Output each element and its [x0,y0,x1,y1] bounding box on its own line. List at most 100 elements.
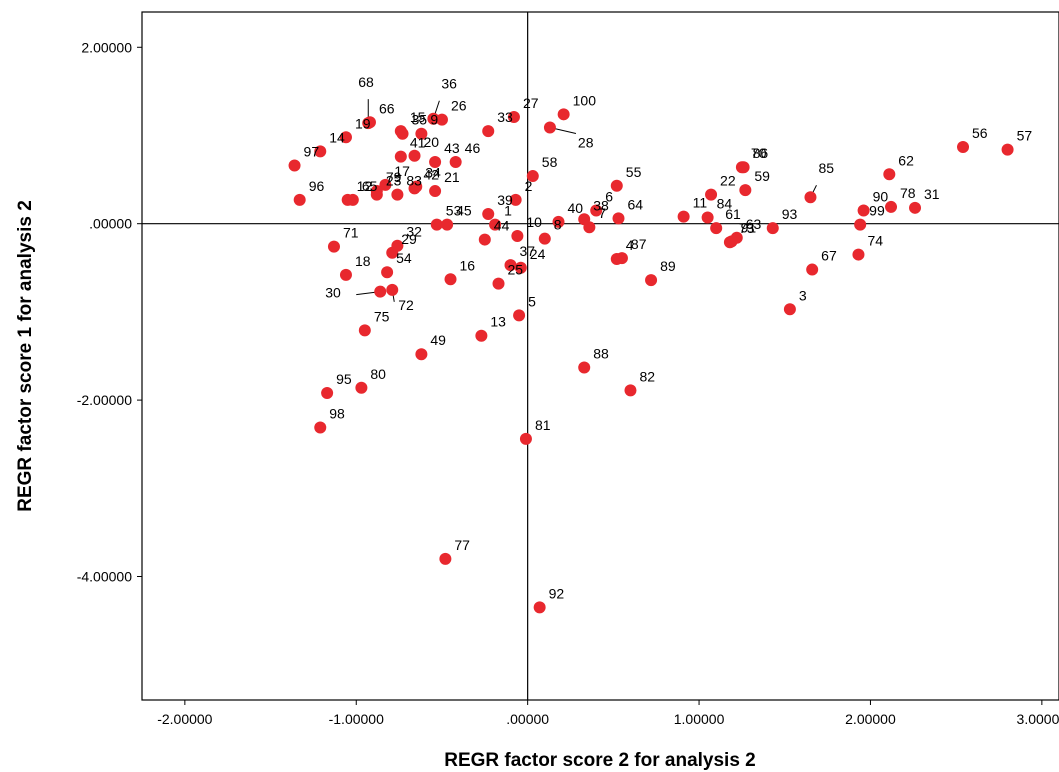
data-point-85 [804,191,817,204]
data-point-55 [610,179,623,192]
data-point-18 [339,268,352,281]
data-point-72 [386,283,399,296]
point-label-31: 31 [924,186,940,202]
data-point-2 [509,193,522,206]
x-axis: -2.00000 -1.00000 .00000 1.00000 2.00000 3.00… [157,700,1059,727]
reference-lines [142,12,1059,700]
data-point-14 [314,145,327,158]
point-label-45: 45 [456,203,472,219]
point-label-97: 97 [304,143,320,159]
point-label-37: 37 [520,243,536,259]
data-point-36 [427,112,440,125]
data-point-32 [391,239,404,252]
x-tick-label: 2.00000 [845,711,896,727]
data-point-39 [482,207,495,220]
point-label-22: 22 [720,173,736,189]
data-point-87 [615,252,628,265]
point-label-34: 34 [425,165,441,181]
point-label-5: 5 [528,293,536,309]
data-point-16 [444,273,457,286]
point-label-29: 29 [401,231,417,247]
point-label-98: 98 [329,405,345,421]
point-label-99: 99 [869,203,885,219]
data-point-40 [552,215,565,228]
point-label-54: 54 [396,250,412,266]
point-label-59: 59 [754,168,770,184]
point-label-91: 91 [741,219,757,235]
data-point-8 [538,232,551,245]
point-label-49: 49 [430,332,446,348]
point-label-93: 93 [782,206,798,222]
point-label-42: 42 [424,166,440,182]
data-point-74 [852,248,865,261]
point-label-1: 1 [504,203,512,219]
data-point-53 [430,218,443,231]
point-label-95: 95 [336,371,352,387]
point-label-86: 86 [753,145,769,161]
point-label-55: 55 [626,164,642,180]
data-point-38 [578,213,591,226]
point-label-73: 73 [739,220,755,236]
data-point-98 [314,421,327,434]
point-label-53: 53 [446,203,462,219]
data-point-77 [439,552,452,565]
point-label-4: 4 [626,237,634,253]
point-label-75: 75 [374,308,390,324]
data-point-75 [358,324,371,337]
data-point-83 [391,188,404,201]
point-label-100: 100 [573,92,597,108]
data-point-5 [513,309,526,322]
data-point-79 [370,185,383,198]
point-label-28: 28 [578,135,594,151]
data-point-30 [374,285,387,298]
point-label-70: 70 [751,145,767,161]
point-label-43: 43 [444,140,460,156]
point-label-9: 9 [430,112,438,128]
data-point-97 [288,159,301,172]
point-label-82: 82 [639,368,655,384]
data-point-24 [514,261,527,274]
point-label-6: 6 [605,188,613,204]
data-point-89 [645,274,658,287]
data-point-58 [526,170,539,183]
y-tick-label: -2.00000 [77,392,132,408]
point-label-8: 8 [554,217,562,233]
point-label-19: 19 [355,115,371,131]
point-label-96: 96 [309,178,325,194]
point-label-61: 61 [725,206,741,222]
point-label-25: 25 [508,262,524,278]
data-point-41 [394,150,407,163]
data-point-68 [362,117,375,130]
data-point-56 [957,140,970,153]
point-label-87: 87 [631,236,647,252]
point-label-79: 79 [386,169,402,185]
point-label-41: 41 [410,135,426,151]
point-label-16: 16 [460,257,476,273]
point-label-30: 30 [325,285,341,301]
point-label-62: 62 [898,152,914,168]
point-label-10: 10 [526,214,542,230]
data-point-99 [854,218,867,231]
y-tick-label: -4.00000 [77,569,132,585]
y-tick-label: .00000 [89,216,132,232]
point-label-65: 65 [362,178,378,194]
point-label-57: 57 [1017,128,1033,144]
point-label-2: 2 [525,178,533,194]
point-label-72: 72 [398,297,414,313]
point-label-20: 20 [424,134,440,150]
data-point-6 [590,204,603,217]
point-label-83: 83 [406,173,422,189]
data-point-81 [519,432,532,445]
point-label-56: 56 [972,125,988,141]
point-label-17: 17 [394,163,410,179]
point-label-36: 36 [441,76,457,92]
plot-frame [141,11,1059,701]
data-point-20 [408,149,421,162]
point-label-21: 21 [444,169,460,185]
point-label-24: 24 [530,246,546,262]
data-point-45 [441,218,454,231]
data-point-86 [737,161,750,174]
data-point-93 [766,222,779,235]
data-point-54 [381,266,394,279]
